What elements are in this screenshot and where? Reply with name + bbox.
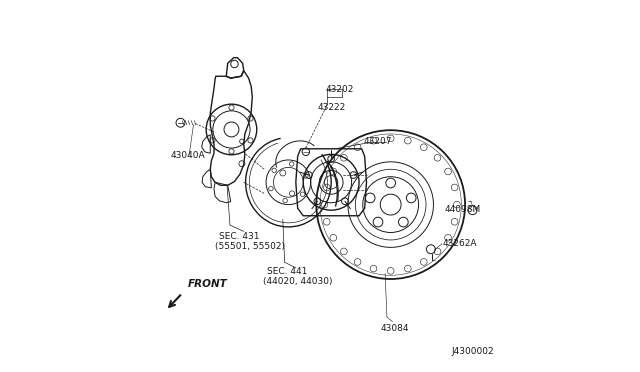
Text: 44098M: 44098M xyxy=(445,205,481,214)
Text: SEC. 441: SEC. 441 xyxy=(267,267,308,276)
Text: FRONT: FRONT xyxy=(188,279,228,289)
Text: SEC. 431: SEC. 431 xyxy=(219,232,259,241)
Text: 43222: 43222 xyxy=(317,103,346,112)
Text: 43040A: 43040A xyxy=(170,151,205,160)
Text: 43084: 43084 xyxy=(380,324,409,333)
Text: J4300002: J4300002 xyxy=(451,347,494,356)
Text: 43207: 43207 xyxy=(364,137,392,146)
Text: 43262A: 43262A xyxy=(443,239,477,248)
Text: (55501, 55502): (55501, 55502) xyxy=(215,242,285,251)
Text: 43202: 43202 xyxy=(326,85,354,94)
Text: (44020, 44030): (44020, 44030) xyxy=(264,277,333,286)
